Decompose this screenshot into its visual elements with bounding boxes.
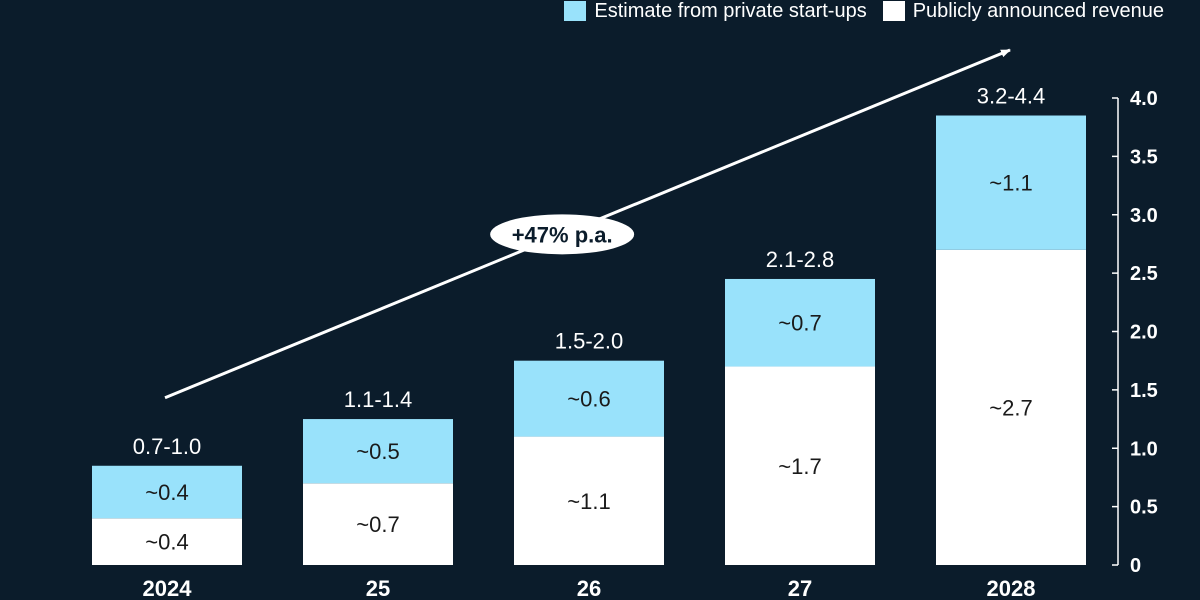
legend-label-estimate: Estimate from private start-ups [594,0,867,22]
legend: Estimate from private start-ups Publicly… [564,0,1164,22]
x-tick-label: 2024 [143,576,193,600]
growth-rate-badge [490,214,635,255]
bar-value-label-estimate: ~0.6 [567,387,610,412]
bar-total-label: 3.2-4.4 [977,84,1046,109]
bar-segment-estimate [514,360,664,437]
bar-segment-public [514,436,664,565]
bar-segment-public [92,518,242,565]
x-tick-label: 2028 [987,576,1036,600]
bar-value-label-public: ~1.7 [778,454,821,479]
legend-swatch-public [882,1,905,21]
bar-value-label-public: ~0.7 [356,512,399,537]
bar-total-label: 1.5-2.0 [555,329,624,354]
bar-segment-public [936,249,1086,565]
y-tick-label: 0 [1130,555,1141,577]
legend-swatch-estimate [564,1,587,21]
y-tick-label: 3.5 [1130,146,1158,168]
bar-value-label-estimate: ~1.1 [989,171,1032,196]
bar-segment-estimate [725,278,875,367]
bar-segment-estimate [303,419,453,484]
bar-total-label: 2.1-2.8 [766,247,835,272]
bar-value-label-estimate: ~0.7 [778,311,821,336]
bar-segment-public [303,483,453,565]
x-tick-label: 27 [788,576,812,600]
bar-value-label-estimate: ~0.4 [145,480,188,505]
legend-item-estimate: Estimate from private start-ups [564,0,867,23]
bar-value-label-estimate: ~0.5 [356,439,399,464]
bar-segment-estimate [92,465,242,519]
y-tick-label: 2.0 [1130,322,1158,344]
x-tick-label: 25 [366,576,390,600]
x-tick-label: 26 [577,576,601,600]
growth-rate-label: +47% p.a. [512,222,613,247]
bar-segment-public [725,366,875,565]
bar-value-label-public: ~2.7 [989,395,1032,420]
bar-value-label-public: ~0.4 [145,530,188,555]
legend-item-public: Publicly announced revenue [882,0,1164,23]
bar-total-label: 1.1-1.4 [344,387,413,412]
y-tick-label: 2.5 [1130,263,1158,285]
y-tick-label: 0.5 [1130,497,1158,519]
bar-segment-estimate [936,115,1086,250]
y-tick-label: 3.0 [1130,205,1158,227]
bar-value-label-public: ~1.1 [567,489,610,514]
bar-total-label: 0.7-1.0 [133,434,202,459]
y-tick-label: 1.0 [1130,438,1158,460]
legend-label-public: Publicly announced revenue [912,0,1164,22]
y-tick-label: 1.5 [1130,380,1158,402]
y-tick-label: 4.0 [1130,88,1158,110]
